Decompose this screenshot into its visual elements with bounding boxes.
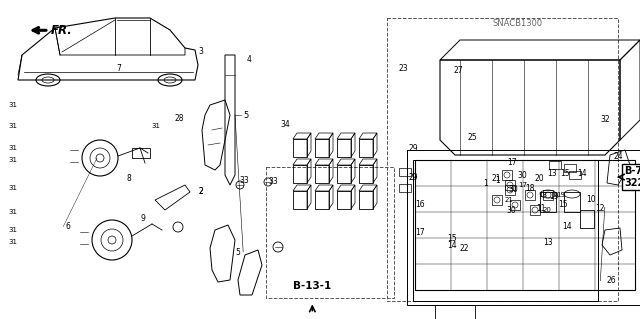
Text: 30: 30 bbox=[507, 206, 516, 215]
Text: 1: 1 bbox=[495, 176, 499, 185]
Text: 11: 11 bbox=[536, 204, 546, 213]
Text: 5: 5 bbox=[243, 110, 248, 120]
Text: 14: 14 bbox=[447, 241, 456, 250]
Text: 24: 24 bbox=[613, 152, 623, 161]
Bar bbox=[387, 18, 618, 301]
Bar bbox=[525, 190, 535, 200]
Text: 4: 4 bbox=[246, 55, 252, 63]
Bar bbox=[413, 160, 598, 301]
Bar bbox=[540, 192, 556, 212]
Text: 32: 32 bbox=[600, 115, 610, 124]
Text: 26: 26 bbox=[607, 276, 616, 285]
Text: 31: 31 bbox=[8, 157, 17, 163]
Text: 9: 9 bbox=[141, 214, 146, 223]
Bar bbox=[315, 165, 329, 183]
Bar bbox=[505, 180, 515, 190]
Bar bbox=[549, 161, 561, 169]
Text: 17: 17 bbox=[518, 182, 527, 188]
Text: 29: 29 bbox=[408, 144, 418, 153]
Text: 33: 33 bbox=[239, 176, 249, 185]
Text: 18: 18 bbox=[538, 192, 547, 198]
Text: 28: 28 bbox=[174, 114, 184, 122]
Text: 19: 19 bbox=[549, 192, 559, 201]
Bar bbox=[505, 185, 515, 195]
Bar bbox=[293, 139, 307, 157]
Bar bbox=[359, 139, 373, 157]
Text: 17: 17 bbox=[415, 228, 424, 237]
Text: 15: 15 bbox=[558, 200, 568, 209]
Text: 18: 18 bbox=[525, 184, 534, 193]
Bar bbox=[293, 191, 307, 209]
Text: 21: 21 bbox=[492, 174, 501, 183]
Text: 22: 22 bbox=[460, 244, 469, 253]
Text: 31: 31 bbox=[8, 209, 17, 215]
Bar bbox=[399, 168, 411, 176]
Bar bbox=[415, 160, 635, 290]
Text: 19: 19 bbox=[556, 192, 565, 198]
Text: 14: 14 bbox=[577, 169, 587, 178]
Text: 10: 10 bbox=[586, 195, 596, 204]
Bar bbox=[359, 165, 373, 183]
Text: 31: 31 bbox=[8, 185, 17, 191]
Text: 15: 15 bbox=[447, 234, 456, 243]
Text: 33: 33 bbox=[269, 177, 278, 186]
Bar bbox=[502, 170, 512, 180]
Text: 2: 2 bbox=[198, 187, 203, 196]
Bar bbox=[492, 195, 502, 205]
Bar bbox=[399, 184, 411, 192]
Bar bbox=[337, 139, 351, 157]
Text: 7: 7 bbox=[116, 64, 122, 73]
Bar bbox=[435, 305, 475, 319]
Bar bbox=[337, 165, 351, 183]
Text: FR.: FR. bbox=[51, 24, 72, 37]
Text: 29: 29 bbox=[408, 173, 418, 182]
Text: 21: 21 bbox=[505, 197, 514, 203]
Text: 25: 25 bbox=[467, 133, 477, 142]
Bar bbox=[569, 171, 581, 179]
Text: 23: 23 bbox=[398, 64, 408, 73]
Text: 20: 20 bbox=[534, 174, 544, 183]
Bar bbox=[359, 191, 373, 209]
Text: 5: 5 bbox=[236, 248, 241, 256]
Text: 31: 31 bbox=[8, 102, 17, 108]
Bar bbox=[543, 190, 553, 200]
Text: B-13-1: B-13-1 bbox=[293, 280, 332, 291]
Text: 30: 30 bbox=[509, 185, 518, 194]
Bar bbox=[266, 167, 394, 298]
Text: 2: 2 bbox=[198, 187, 203, 196]
Bar bbox=[132, 148, 150, 158]
Text: 31: 31 bbox=[8, 227, 17, 233]
Text: 15: 15 bbox=[560, 169, 570, 178]
Text: 8: 8 bbox=[127, 174, 131, 183]
Bar bbox=[315, 191, 329, 209]
Text: 1: 1 bbox=[483, 179, 488, 188]
Text: 14: 14 bbox=[562, 222, 572, 231]
Bar bbox=[315, 139, 329, 157]
Bar bbox=[530, 205, 540, 215]
Text: 17: 17 bbox=[508, 158, 517, 167]
Text: 6: 6 bbox=[65, 222, 70, 231]
Text: 30: 30 bbox=[517, 171, 527, 180]
Text: 31: 31 bbox=[8, 123, 17, 129]
Text: 31: 31 bbox=[151, 123, 160, 129]
Text: 3: 3 bbox=[198, 47, 204, 56]
Text: 31: 31 bbox=[8, 145, 17, 151]
Bar bbox=[293, 165, 307, 183]
Bar bbox=[580, 210, 594, 228]
Bar bbox=[564, 164, 576, 172]
Text: 12: 12 bbox=[595, 204, 605, 213]
Text: 13: 13 bbox=[547, 169, 557, 178]
Bar bbox=[510, 200, 520, 210]
Text: 27: 27 bbox=[453, 66, 463, 75]
Text: 34: 34 bbox=[280, 120, 290, 129]
Text: 20: 20 bbox=[543, 207, 552, 213]
Text: 31: 31 bbox=[8, 239, 17, 245]
Bar bbox=[337, 191, 351, 209]
Text: SNACB1300: SNACB1300 bbox=[492, 19, 542, 28]
Text: B-7
32200: B-7 32200 bbox=[624, 166, 640, 188]
Text: 13: 13 bbox=[543, 238, 552, 247]
Bar bbox=[564, 192, 580, 212]
Text: 16: 16 bbox=[415, 200, 424, 209]
